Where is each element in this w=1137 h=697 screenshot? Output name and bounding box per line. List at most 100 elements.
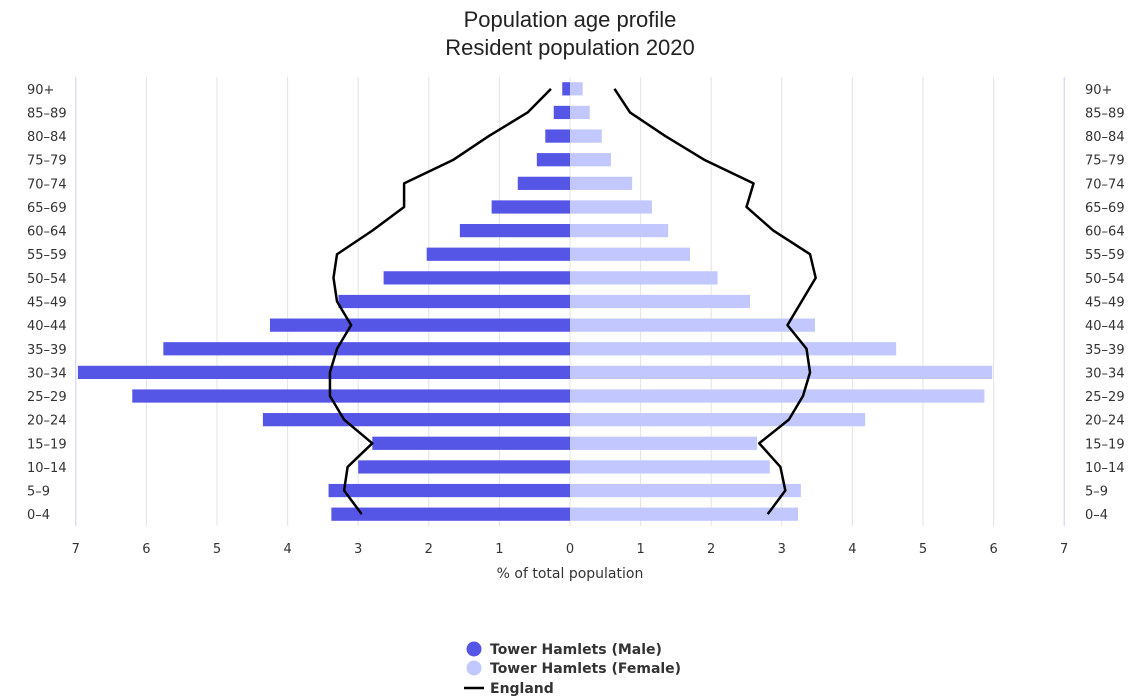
- age-label-right: 15–19: [1085, 437, 1125, 452]
- england-line-female: [613, 88, 817, 515]
- x-tick-labels: 7 6 5 4 3 2 1 0 1 2 3 4 5 6 7: [72, 542, 1069, 557]
- x-tick-label: 7: [1060, 542, 1068, 557]
- bar-female: [570, 365, 993, 380]
- legend-label: Tower Hamlets (Male): [490, 642, 662, 658]
- age-label-left: 85–89: [27, 106, 67, 121]
- bar-male: [517, 176, 570, 190]
- x-tick-label: 6: [142, 542, 150, 557]
- x-tick-label: 2: [425, 542, 433, 557]
- bar-male: [426, 247, 570, 261]
- legend-label: England: [490, 681, 554, 697]
- bar-male: [132, 389, 570, 403]
- bar-female: [570, 483, 801, 498]
- bar-female: [570, 223, 669, 238]
- age-label-right: 60–64: [1085, 225, 1125, 240]
- age-label-right: 5–9: [1085, 485, 1108, 500]
- age-label-left: 15–19: [27, 437, 67, 452]
- age-label-right: 90+: [1085, 83, 1112, 98]
- age-label-left: 50–54: [27, 272, 67, 287]
- bar-male: [331, 507, 570, 521]
- age-label-right: 0–4: [1085, 508, 1108, 523]
- bar-female: [570, 436, 758, 450]
- x-tick-label: 2: [707, 542, 715, 557]
- age-label-right: 10–14: [1085, 461, 1125, 476]
- x-tick-label: 5: [213, 542, 221, 557]
- legend-label: Tower Hamlets (Female): [490, 661, 681, 677]
- x-tick-label: 4: [848, 542, 856, 557]
- bar-female: [570, 507, 799, 521]
- bar-female: [570, 247, 691, 261]
- age-label-left: 5–9: [27, 485, 50, 500]
- age-label-right: 25–29: [1085, 390, 1125, 405]
- bar-female: [570, 129, 602, 143]
- x-tick-label: 1: [636, 542, 644, 557]
- age-label-left: 0–4: [27, 508, 50, 523]
- x-tick-label: 3: [778, 542, 786, 557]
- bar-male: [372, 436, 570, 450]
- chart-title: Population age profile: [464, 7, 677, 32]
- age-label-right: 75–79: [1085, 154, 1125, 169]
- bar-male: [562, 82, 570, 96]
- bars-group: [77, 82, 993, 521]
- chart-subtitle: Resident population 2020: [445, 35, 695, 60]
- bar-male: [163, 342, 570, 356]
- bar-male: [262, 413, 570, 427]
- legend: Tower Hamlets (Male) Tower Hamlets (Femal…: [464, 641, 681, 697]
- age-label-right: 55–59: [1085, 248, 1125, 263]
- x-tick-label: 0: [566, 542, 574, 557]
- age-label-right: 50–54: [1085, 272, 1125, 287]
- bar-male: [545, 129, 570, 143]
- bar-male: [328, 483, 570, 498]
- age-label-left: 30–34: [27, 366, 67, 381]
- bar-female: [570, 460, 770, 474]
- bar-male: [459, 223, 570, 238]
- bar-female: [570, 200, 652, 214]
- age-label-right: 85–89: [1085, 106, 1125, 121]
- bar-male: [338, 294, 570, 309]
- bar-female: [570, 294, 751, 309]
- age-label-left: 90+: [27, 83, 54, 98]
- age-label-right: 40–44: [1085, 319, 1125, 334]
- bar-female: [570, 389, 985, 403]
- age-label-right: 65–69: [1085, 201, 1125, 216]
- bar-female: [570, 318, 815, 332]
- x-tick-label: 3: [354, 542, 362, 557]
- bar-female: [570, 342, 897, 356]
- age-label-left: 65–69: [27, 201, 67, 216]
- bar-male: [383, 271, 570, 285]
- x-axis-label: % of total population: [497, 566, 644, 582]
- x-tick-label: 5: [919, 542, 927, 557]
- bar-male: [358, 460, 570, 474]
- bar-female: [570, 176, 633, 190]
- england-lines-group: [328, 87, 817, 515]
- age-label-left: 35–39: [27, 343, 67, 358]
- bar-female: [570, 82, 583, 96]
- bar-male: [77, 365, 570, 380]
- bar-female: [570, 413, 866, 427]
- age-label-left: 75–79: [27, 154, 67, 169]
- age-label-right: 80–84: [1085, 130, 1125, 145]
- england-line-male: [328, 87, 552, 515]
- age-label-left: 45–49: [27, 296, 67, 311]
- bar-male: [269, 318, 570, 332]
- x-tick-label: 4: [283, 542, 291, 557]
- x-tick-label: 6: [989, 542, 997, 557]
- bar-male: [536, 153, 570, 167]
- bar-female: [570, 105, 590, 120]
- bar-female: [570, 153, 611, 167]
- age-label-left: 20–24: [27, 414, 67, 429]
- age-label-right: 20–24: [1085, 414, 1125, 429]
- age-label-right: 35–39: [1085, 343, 1125, 358]
- age-label-left: 60–64: [27, 225, 67, 240]
- age-label-left: 70–74: [27, 177, 67, 192]
- bar-male: [553, 105, 570, 120]
- age-label-left: 40–44: [27, 319, 67, 334]
- x-tick-label: 7: [72, 542, 80, 557]
- bar-male: [491, 200, 570, 214]
- age-label-right: 70–74: [1085, 177, 1125, 192]
- age-label-left: 80–84: [27, 130, 67, 145]
- legend-marker: [466, 660, 482, 676]
- age-label-left: 55–59: [27, 248, 67, 263]
- age-label-left: 10–14: [27, 461, 67, 476]
